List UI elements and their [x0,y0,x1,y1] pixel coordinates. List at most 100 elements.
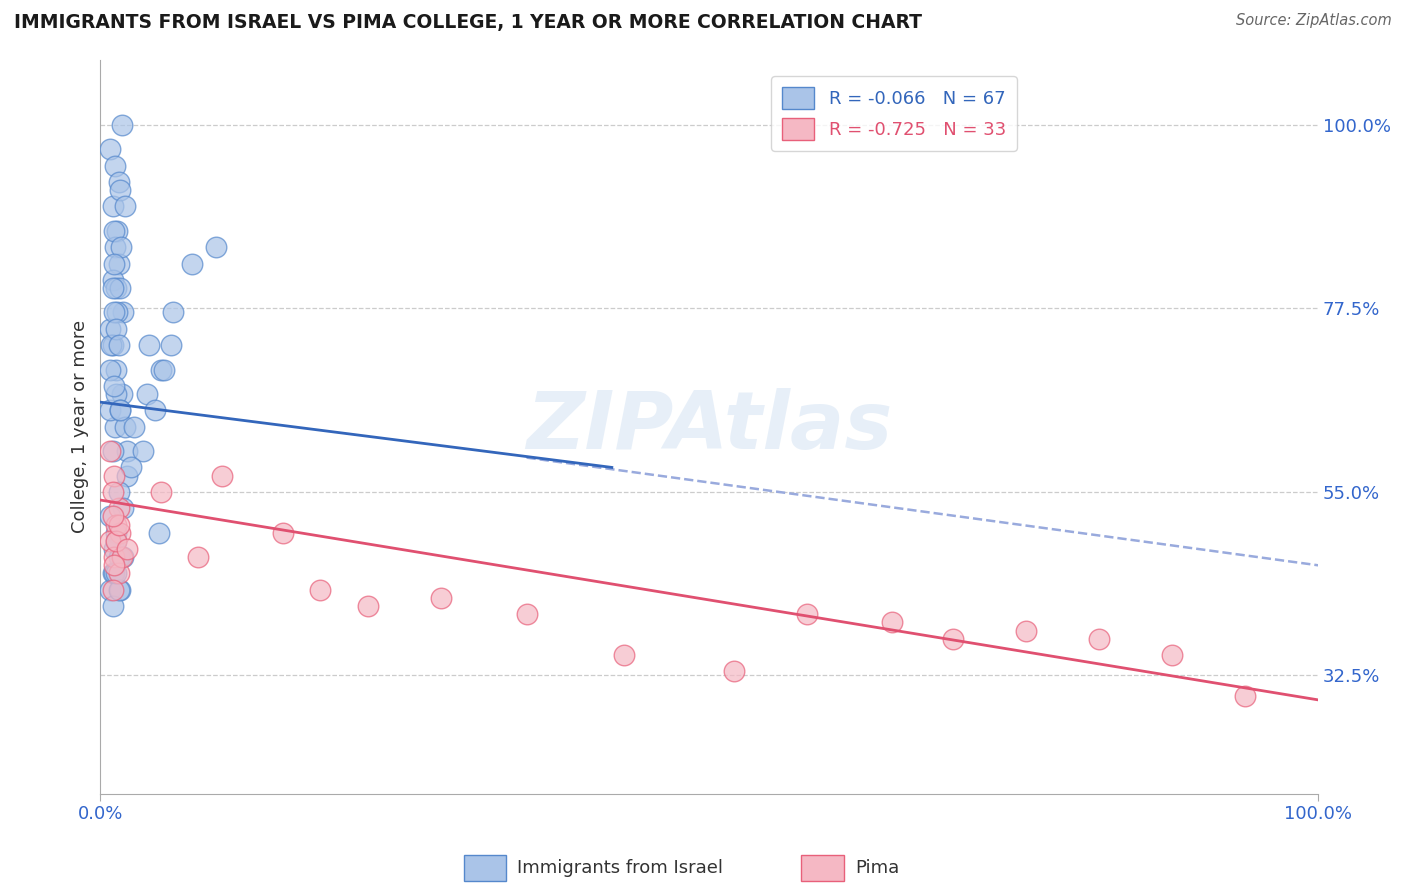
Point [103,379,125,393]
Point [143,403,166,417]
Point [105,362,128,376]
Point [107,550,129,565]
Point [111,387,134,401]
Point [148,525,170,540]
Point [150,484,173,499]
Point [115,444,138,458]
Point [152,362,174,376]
Point [105,305,128,319]
Point [101,281,124,295]
Point [105,533,128,548]
Point [103,550,125,565]
Point [107,338,129,352]
Point [110,240,132,254]
Point [103,541,125,556]
Point [101,582,124,597]
Legend: R = -0.066   N = 67, R = -0.725   N = 33: R = -0.066 N = 67, R = -0.725 N = 33 [770,76,1017,151]
Point [150,362,173,376]
Y-axis label: College, 1 year or more: College, 1 year or more [72,320,89,533]
Point [107,501,129,516]
Point [105,224,128,238]
Point [108,281,131,295]
Text: IMMIGRANTS FROM ISRAEL VS PIMA COLLEGE, 1 YEAR OR MORE CORRELATION CHART: IMMIGRANTS FROM ISRAEL VS PIMA COLLEGE, … [14,13,922,32]
Text: Immigrants from Israel: Immigrants from Israel [517,859,724,877]
Point [98,142,121,156]
Point [101,599,124,613]
Point [1015,624,1038,638]
Point [942,632,965,646]
Point [111,550,134,565]
Point [112,501,135,516]
Point [1234,689,1257,703]
Point [105,566,128,581]
Point [105,387,128,401]
Text: ZIPAtlas: ZIPAtlas [526,388,893,466]
Point [107,517,129,532]
Point [1161,648,1184,662]
Point [101,199,124,213]
Point [108,582,131,597]
Point [105,517,128,532]
Point [115,541,138,556]
Point [98,403,121,417]
Point [271,525,294,540]
Point [112,550,135,565]
Point [723,665,745,679]
Point [98,533,121,548]
Point [160,338,183,352]
Point [103,224,125,238]
Text: Source: ZipAtlas.com: Source: ZipAtlas.com [1236,13,1392,29]
Point [107,566,129,581]
Point [162,305,184,319]
Point [104,240,127,254]
Point [357,599,380,613]
Point [308,582,330,597]
Point [180,256,202,270]
Point [104,419,127,434]
Point [103,256,125,270]
Point [138,338,160,352]
Point [516,607,538,622]
Point [108,550,131,565]
Point [120,460,142,475]
Point [796,607,818,622]
Point [105,533,128,548]
Point [108,183,131,197]
Point [108,403,131,417]
Point [105,525,128,540]
Point [101,338,124,352]
Point [107,582,129,597]
Point [100,338,122,352]
Point [105,281,128,295]
Point [107,256,129,270]
Point [101,484,124,499]
Point [115,468,138,483]
Point [98,444,121,458]
Point [114,199,136,213]
Point [430,591,453,605]
Text: Pima: Pima [855,859,898,877]
Point [103,558,125,573]
Point [124,419,146,434]
Point [101,566,124,581]
Point [103,468,125,483]
Point [98,582,121,597]
Point [103,305,125,319]
Point [1088,632,1111,646]
Point [880,615,903,630]
Point [613,648,636,662]
Point [135,387,157,401]
Point [103,566,125,581]
Point [98,322,121,336]
Point [105,322,128,336]
Point [101,273,124,287]
Point [112,305,135,319]
Point [101,444,124,458]
Point [98,362,121,376]
Point [107,175,129,189]
Point [114,419,136,434]
Point [211,468,233,483]
Point [205,240,228,254]
Point [101,509,124,524]
Point [108,525,131,540]
